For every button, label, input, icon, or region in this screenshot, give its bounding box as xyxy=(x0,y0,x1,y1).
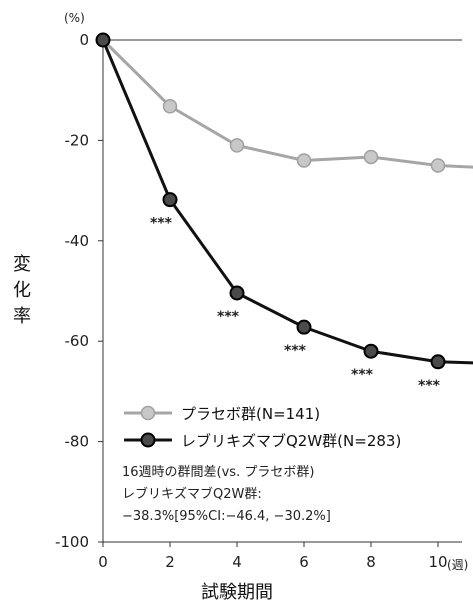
lebrikizumab-data-point xyxy=(229,285,245,301)
y-unit-label: (%) xyxy=(64,11,85,25)
significance-asterisks: *** xyxy=(284,343,307,359)
placebo-data-point xyxy=(430,158,446,173)
legend-placebo-marker xyxy=(140,405,156,421)
y-tick-label: -60 xyxy=(65,332,90,350)
placebo-series-line xyxy=(101,38,473,169)
legend-entry-label: プラセボ群(N=141) xyxy=(181,405,320,423)
placebo-data-point xyxy=(296,153,312,168)
x-unit-label: (週) xyxy=(447,558,468,572)
y-tick-label: -40 xyxy=(65,232,90,250)
lebrikizumab-data-point xyxy=(296,319,312,335)
lebrikizumab-data-point xyxy=(363,343,379,359)
y-axis-title: 変化率 xyxy=(13,254,31,327)
y-tick-label: -20 xyxy=(65,131,90,149)
placebo-data-point xyxy=(229,138,245,153)
significance-asterisks: *** xyxy=(351,367,374,383)
placebo-data-point xyxy=(162,99,178,114)
x-tick-label: 8 xyxy=(366,553,376,571)
y-tick-label: 0 xyxy=(79,31,89,49)
significance-asterisks: *** xyxy=(217,309,240,325)
lebrikizumab-data-point xyxy=(162,192,178,208)
x-tick-label: 2 xyxy=(165,553,175,571)
y-tick-label: -100 xyxy=(55,533,89,551)
x-tick-label: 6 xyxy=(299,553,309,571)
x-axis-title: 試験期間 xyxy=(201,582,273,603)
legend-lebrikizumab-marker xyxy=(140,432,156,448)
placebo-data-point xyxy=(363,149,379,165)
x-tick-label: 10 xyxy=(428,553,447,571)
lebrikizumab-series-line xyxy=(101,39,473,365)
lebrikizumab-data-point xyxy=(95,32,111,48)
x-tick-label: 4 xyxy=(232,553,242,571)
y-tick-label: -80 xyxy=(65,433,90,451)
significance-asterisks: *** xyxy=(150,216,173,232)
x-tick-label: 0 xyxy=(98,553,108,571)
significance-asterisks: *** xyxy=(418,378,441,394)
annotation-text-line: レブリキズマブQ2W群: xyxy=(122,486,262,502)
lebrikizumab-data-point xyxy=(430,354,446,370)
annotation-text-line: 16週時の群間差(vs. プラセボ群) xyxy=(122,465,314,480)
legend-entry-label: レブリキズマブQ2W群(N=283) xyxy=(181,432,401,450)
annotation-text-line: −38.3%[95%CI:−46.4, −30.2%] xyxy=(122,509,331,524)
